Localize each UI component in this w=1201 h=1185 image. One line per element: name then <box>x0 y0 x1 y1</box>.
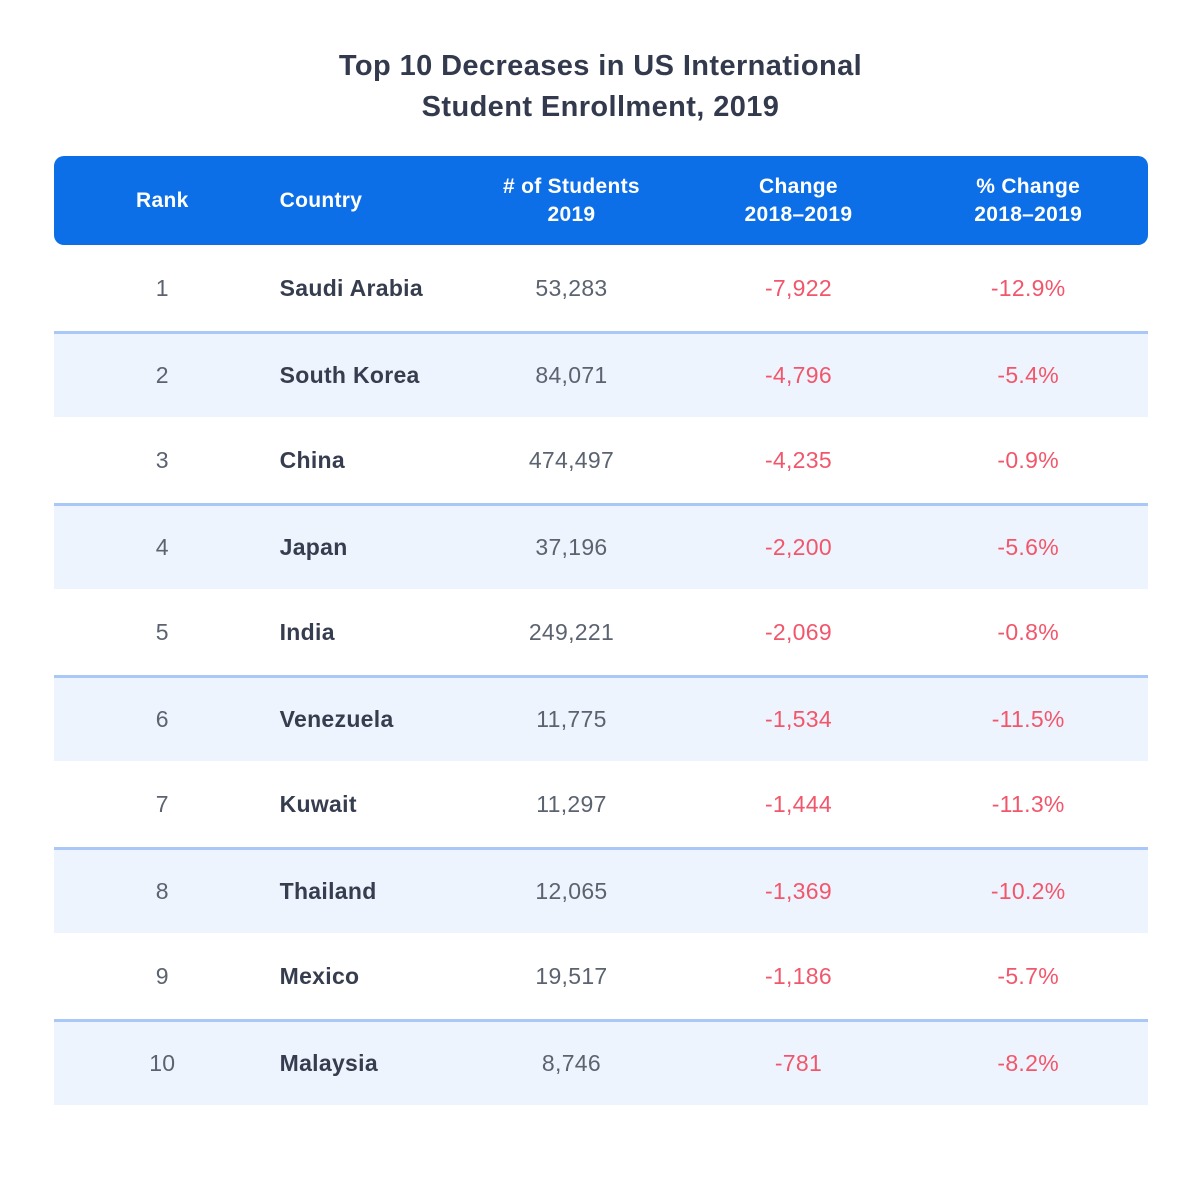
students-cell: 37,196 <box>535 534 608 560</box>
change-cell: -1,534 <box>764 706 832 732</box>
pct-change-cell: -11.5% <box>991 706 1065 732</box>
table-row: 2 South Korea 84,071 -4,796 -5.4% <box>54 331 1148 417</box>
header-rank: Rank <box>136 188 189 212</box>
rank-cell: 1 <box>155 274 169 301</box>
change-cell: -7,922 <box>764 274 832 301</box>
rank-cell: 7 <box>155 790 169 817</box>
table-row: 8 Thailand 12,065 -1,369 -10.2% <box>54 847 1148 933</box>
country-cell: Thailand <box>279 878 377 904</box>
country-cell: Malaysia <box>279 1050 378 1076</box>
country-cell: Venezuela <box>279 706 394 732</box>
change-cell: -1,369 <box>764 878 832 904</box>
students-cell: 11,775 <box>536 706 607 732</box>
table-row: 9 Mexico 19,517 -1,186 -5.7% <box>54 933 1148 1019</box>
students-cell: 11,297 <box>536 790 607 817</box>
rank-cell: 5 <box>155 618 169 645</box>
country-cell: Japan <box>279 534 348 560</box>
table-row: 5 India 249,221 -2,069 -0.8% <box>54 589 1148 675</box>
change-cell: -781 <box>774 1050 823 1076</box>
table-header-row: Rank Country # of Students 2019 Change 2… <box>54 156 1148 245</box>
country-cell: South Korea <box>279 362 420 388</box>
rank-cell: 6 <box>155 706 169 732</box>
rank-cell: 9 <box>155 962 169 989</box>
pct-change-cell: -5.6% <box>997 534 1059 560</box>
country-cell: India <box>279 618 335 645</box>
pct-change-cell: -5.4% <box>997 362 1059 388</box>
table-row: 4 Japan 37,196 -2,200 -5.6% <box>54 503 1148 589</box>
rank-cell: 8 <box>155 878 169 904</box>
students-cell: 19,517 <box>535 962 608 989</box>
students-cell: 474,497 <box>528 446 615 473</box>
table-row: 1 Saudi Arabia 53,283 -7,922 -12.9% <box>54 245 1148 331</box>
header-pct-change: % Change 2018–2019 <box>974 174 1083 226</box>
pct-change-cell: -0.9% <box>997 446 1059 473</box>
rank-cell: 2 <box>155 362 169 388</box>
country-cell: China <box>279 446 345 473</box>
students-cell: 84,071 <box>535 362 608 388</box>
pct-change-cell: -12.9% <box>990 274 1066 301</box>
enrollment-table: Rank Country # of Students 2019 Change 2… <box>54 156 1148 1105</box>
country-cell: Kuwait <box>279 790 357 817</box>
table-row: 3 China 474,497 -4,235 -0.9% <box>54 417 1148 503</box>
change-cell: -2,069 <box>764 618 832 645</box>
students-cell: 8,746 <box>541 1050 601 1076</box>
pct-change-cell: -0.8% <box>997 618 1059 645</box>
students-cell: 12,065 <box>535 878 608 904</box>
page-title: Top 10 Decreases in US International Stu… <box>338 50 863 123</box>
header-country: Country <box>279 188 363 212</box>
table-row: 10 Malaysia 8,746 -781 -8.2% <box>54 1019 1148 1105</box>
country-cell: Saudi Arabia <box>279 274 423 301</box>
table-row: 7 Kuwait 11,297 -1,444 -11.3% <box>54 761 1148 847</box>
header-students: # of Students 2019 <box>502 174 640 226</box>
pct-change-cell: -8.2% <box>997 1050 1059 1076</box>
change-cell: -4,796 <box>764 362 832 388</box>
change-cell: -4,235 <box>764 446 832 473</box>
rank-cell: 4 <box>155 534 169 560</box>
change-cell: -1,186 <box>764 962 832 989</box>
pct-change-cell: -10.2% <box>990 878 1066 904</box>
students-cell: 53,283 <box>535 274 608 301</box>
pct-change-cell: -5.7% <box>997 962 1059 989</box>
students-cell: 249,221 <box>528 618 615 645</box>
rank-cell: 3 <box>155 446 169 473</box>
change-cell: -1,444 <box>764 790 832 817</box>
table-row: 6 Venezuela 11,775 -1,534 -11.5% <box>54 675 1148 761</box>
rank-cell: 10 <box>149 1050 176 1076</box>
pct-change-cell: -11.3% <box>991 790 1065 817</box>
country-cell: Mexico <box>279 962 360 989</box>
header-change: Change 2018–2019 <box>744 174 853 226</box>
change-cell: -2,200 <box>764 534 832 560</box>
